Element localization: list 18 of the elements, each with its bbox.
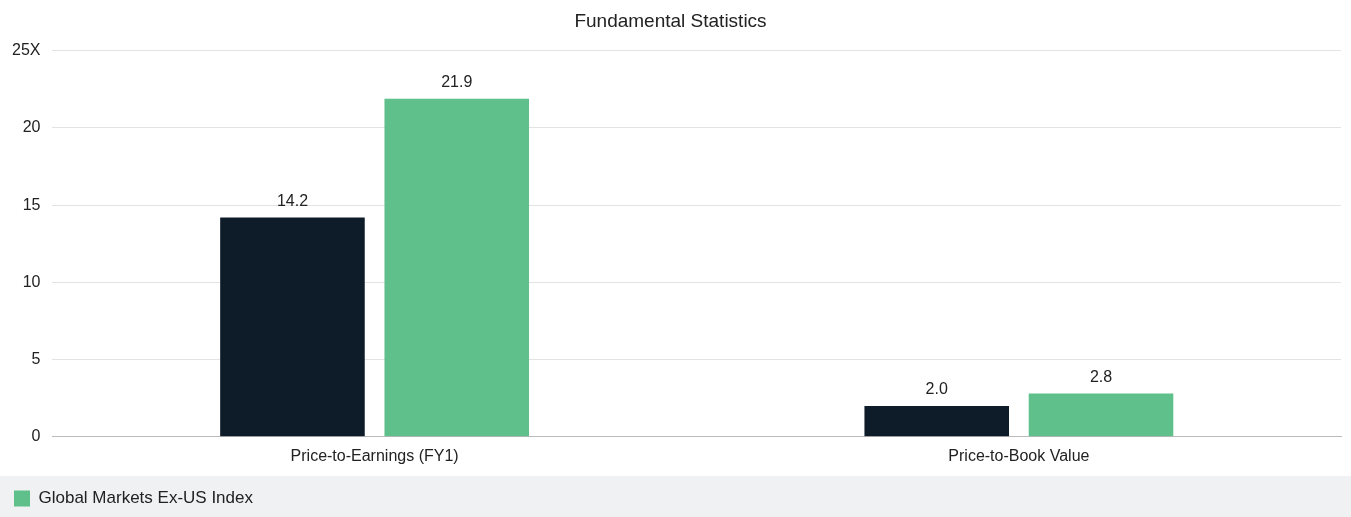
y-tick-label: 25X <box>12 41 41 59</box>
x-tick-label: Price-to-Book Value <box>948 446 1090 464</box>
data-label: 14.2 <box>276 191 309 209</box>
bar <box>1028 393 1174 437</box>
legend-label: Global Markets Ex-US Index <box>38 488 254 508</box>
bar <box>384 98 530 437</box>
y-tick-label: 15 <box>22 195 41 213</box>
y-tick-label: 10 <box>22 272 41 290</box>
bar <box>864 405 1010 437</box>
data-label: 2.8 <box>1089 367 1113 385</box>
y-tick-label: 0 <box>31 427 41 445</box>
data-label: 21.9 <box>441 73 473 91</box>
data-label: 2.0 <box>925 380 948 398</box>
y-tick-label: 5 <box>31 350 41 368</box>
x-tick-label: Price-to-Earnings (FY1) <box>290 446 459 464</box>
y-tick-label: 20 <box>22 118 41 136</box>
chart-title: Fundamental Statistics <box>574 9 767 31</box>
bar <box>220 217 365 437</box>
